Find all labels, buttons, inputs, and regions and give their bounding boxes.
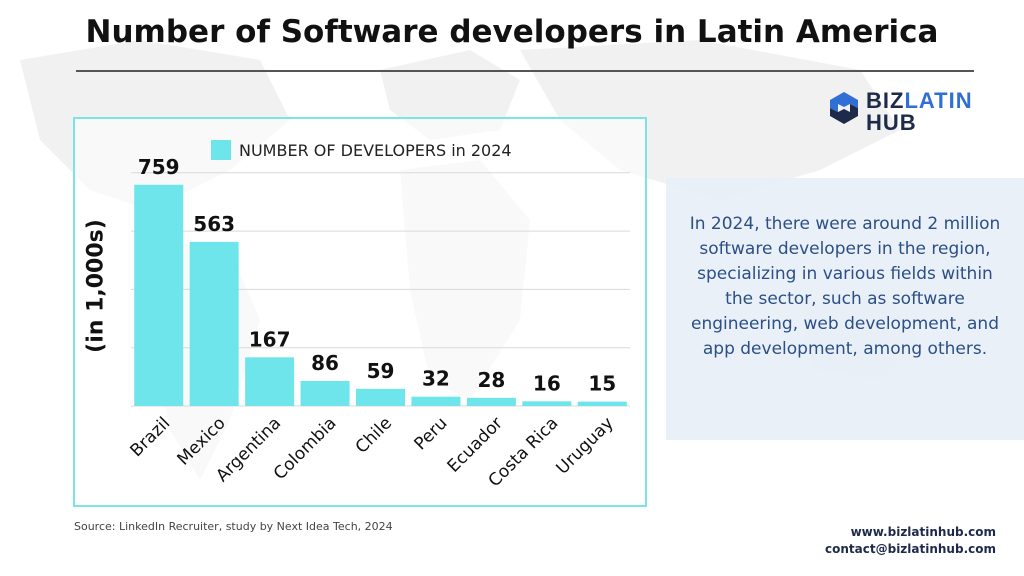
bar-uruguay	[577, 401, 627, 406]
title-divider	[76, 70, 974, 72]
category-label: Peru	[411, 413, 452, 454]
value-label: 86	[311, 351, 339, 375]
info-box: In 2024, there were around 2 million sof…	[666, 178, 1024, 440]
bar-colombia	[300, 380, 350, 406]
bar-peru	[411, 396, 461, 406]
value-label: 32	[422, 367, 450, 391]
legend-swatch	[211, 140, 231, 160]
category-label: Uruguay	[553, 413, 618, 478]
chart-legend: NUMBER OF DEVELOPERS in 2024	[211, 138, 512, 162]
category-label: Mexico	[174, 413, 230, 469]
value-label: 16	[533, 371, 561, 395]
value-label: 28	[477, 368, 505, 392]
bizlatinhub-logo: BIZLATIN HUB	[826, 88, 976, 135]
contact-website[interactable]: www.bizlatinhub.com	[850, 525, 996, 539]
bar-argentina	[245, 357, 295, 406]
page-title: Number of Software developers in Latin A…	[85, 14, 939, 50]
bar-mexico	[189, 241, 239, 406]
value-label: 563	[193, 212, 235, 236]
bar-costa-rica	[522, 401, 572, 406]
logo-wordmark-line2: HUB	[866, 110, 917, 135]
value-label: 15	[588, 372, 616, 396]
category-label: Chile	[352, 413, 396, 457]
bar-brazil	[134, 184, 184, 406]
bar-chile	[356, 388, 405, 406]
contact-email[interactable]: contact@bizlatinhub.com	[825, 542, 996, 556]
contact-block: www.bizlatinhub.com contact@bizlatinhub.…	[825, 524, 996, 558]
bizlatinhub-logo-icon	[830, 92, 858, 124]
source-note: Source: LinkedIn Recruiter, study by Nex…	[74, 520, 393, 533]
info-text: In 2024, there were around 2 million sof…	[689, 214, 1001, 359]
value-label: 59	[367, 359, 395, 383]
value-label: 167	[249, 327, 291, 351]
legend-label: NUMBER OF DEVELOPERS in 2024	[239, 140, 512, 160]
value-label: 759	[138, 155, 180, 179]
bar-ecuador	[466, 397, 516, 406]
logo-wordmark-line1: BIZLATIN	[866, 88, 973, 114]
category-label: Brazil	[127, 413, 175, 461]
logo-biz: BIZ	[866, 88, 905, 113]
logo-latin: LATIN	[904, 88, 973, 113]
